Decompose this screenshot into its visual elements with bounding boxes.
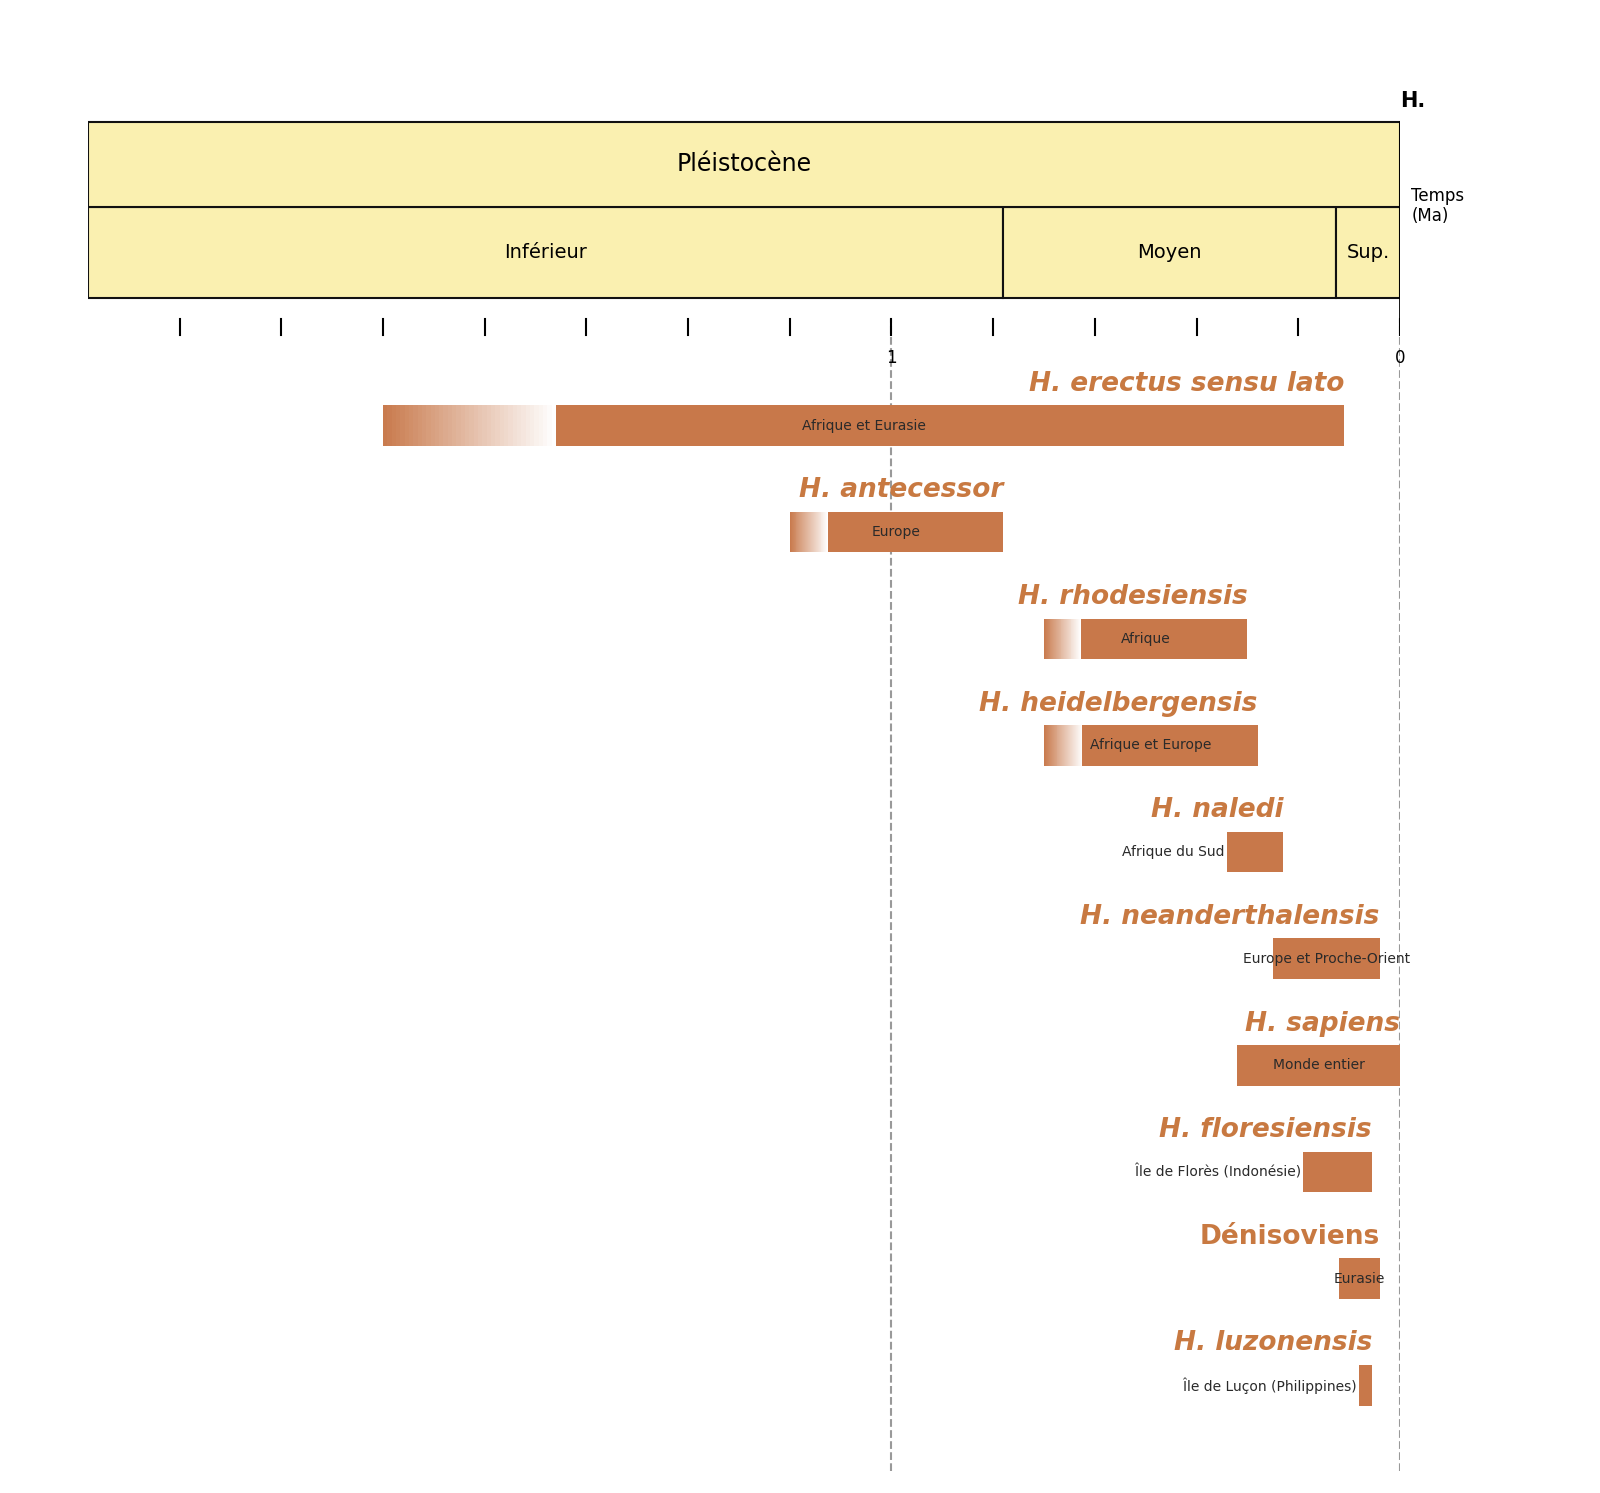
Text: Île de Florès (Indonésie): Île de Florès (Indonésie) bbox=[1134, 1165, 1301, 1179]
Bar bbox=[1045, 726, 1258, 766]
Bar bbox=[1045, 618, 1248, 658]
Bar bbox=[400, 405, 405, 446]
Bar bbox=[790, 512, 1003, 552]
Text: Europe: Europe bbox=[872, 526, 922, 539]
Text: Inférieur: Inférieur bbox=[504, 243, 587, 261]
Bar bbox=[552, 405, 555, 446]
Text: H. heidelbergensis: H. heidelbergensis bbox=[979, 691, 1258, 717]
Bar bbox=[496, 405, 499, 446]
Bar bbox=[1237, 1045, 1400, 1085]
Text: Temps
(Ma): Temps (Ma) bbox=[1411, 187, 1464, 225]
Text: Europe et Proche-Orient: Europe et Proche-Orient bbox=[1243, 951, 1410, 966]
Bar bbox=[88, 121, 1400, 208]
Text: Moyen: Moyen bbox=[1138, 243, 1202, 261]
Bar bbox=[486, 405, 491, 446]
Text: 0: 0 bbox=[1395, 349, 1405, 367]
Bar bbox=[517, 405, 522, 446]
Text: Pléistocène: Pléistocène bbox=[677, 152, 811, 176]
Bar bbox=[512, 405, 517, 446]
Text: Eurasie: Eurasie bbox=[1334, 1272, 1386, 1285]
Bar bbox=[1304, 1151, 1373, 1193]
Bar bbox=[405, 405, 410, 446]
Text: H. neanderthalensis: H. neanderthalensis bbox=[1080, 903, 1379, 930]
Text: H. naledi: H. naledi bbox=[1150, 797, 1283, 823]
Text: H.: H. bbox=[1400, 91, 1426, 110]
Text: Île de Luçon (Philippines): Île de Luçon (Philippines) bbox=[1182, 1377, 1357, 1393]
Bar bbox=[1003, 208, 1336, 297]
Text: H. luzonensis: H. luzonensis bbox=[1174, 1330, 1373, 1357]
Bar bbox=[530, 405, 534, 446]
Bar bbox=[395, 405, 400, 446]
Bar bbox=[443, 405, 448, 446]
Text: H. floresiensis: H. floresiensis bbox=[1160, 1117, 1373, 1144]
Text: H. sapiens: H. sapiens bbox=[1245, 1011, 1400, 1036]
Text: 1: 1 bbox=[886, 349, 896, 367]
Text: H. erectus sensu lato: H. erectus sensu lato bbox=[1029, 370, 1344, 397]
Bar bbox=[392, 405, 395, 446]
Bar bbox=[448, 405, 453, 446]
Text: H. antecessor: H. antecessor bbox=[798, 478, 1003, 503]
Bar bbox=[1336, 208, 1400, 297]
Bar bbox=[1274, 939, 1379, 979]
Bar bbox=[410, 405, 413, 446]
Bar bbox=[542, 405, 547, 446]
Bar bbox=[430, 405, 435, 446]
Text: Dénisoviens: Dénisoviens bbox=[1200, 1224, 1379, 1250]
Bar bbox=[1227, 832, 1283, 872]
Text: Afrique du Sud: Afrique du Sud bbox=[1122, 845, 1224, 858]
Bar bbox=[88, 208, 1003, 297]
Bar bbox=[539, 405, 542, 446]
Bar bbox=[438, 405, 443, 446]
Bar bbox=[413, 405, 418, 446]
Bar bbox=[547, 405, 552, 446]
Bar bbox=[435, 405, 438, 446]
Bar bbox=[382, 405, 1344, 446]
Bar bbox=[387, 405, 392, 446]
Bar bbox=[466, 405, 469, 446]
Bar bbox=[469, 405, 474, 446]
Bar bbox=[453, 405, 456, 446]
Bar bbox=[422, 405, 426, 446]
Bar bbox=[534, 405, 539, 446]
Bar bbox=[491, 405, 496, 446]
Text: Monde entier: Monde entier bbox=[1272, 1059, 1365, 1072]
Bar bbox=[382, 405, 387, 446]
Bar bbox=[474, 405, 478, 446]
Text: H. rhodesiensis: H. rhodesiensis bbox=[1018, 584, 1248, 611]
Bar bbox=[504, 405, 509, 446]
Bar bbox=[418, 405, 422, 446]
Bar bbox=[1360, 1365, 1373, 1405]
Bar bbox=[522, 405, 526, 446]
Bar bbox=[483, 405, 486, 446]
Text: Afrique: Afrique bbox=[1122, 632, 1171, 646]
Bar bbox=[461, 405, 466, 446]
Bar bbox=[509, 405, 512, 446]
Bar bbox=[1339, 1259, 1379, 1299]
Text: Sup.: Sup. bbox=[1346, 243, 1389, 261]
Text: Afrique et Europe: Afrique et Europe bbox=[1090, 739, 1211, 752]
Bar bbox=[426, 405, 430, 446]
Bar bbox=[478, 405, 483, 446]
Bar bbox=[499, 405, 504, 446]
Text: Afrique et Eurasie: Afrique et Eurasie bbox=[802, 418, 925, 433]
Bar bbox=[526, 405, 530, 446]
Bar bbox=[456, 405, 461, 446]
